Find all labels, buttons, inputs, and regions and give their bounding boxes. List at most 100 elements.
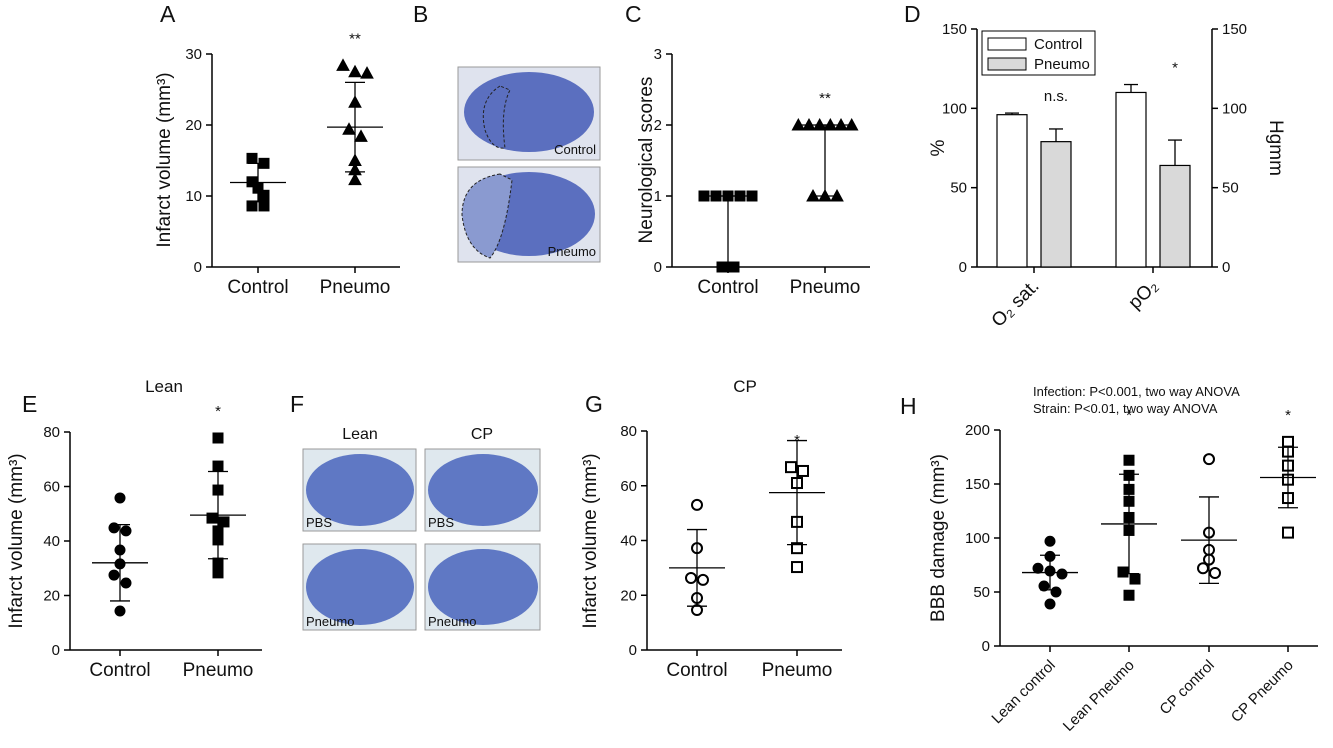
column-label: CP [471,426,493,443]
data-point [246,152,258,164]
y-tick-label: 80 [620,423,637,440]
legend-label: Pneumo [1034,56,1090,73]
data-point [1209,566,1221,579]
data-point [108,522,120,534]
y-tick-label: 40 [620,533,637,550]
legend-swatch [987,57,1027,71]
x-tick-label: Control [227,277,288,298]
data-point [797,464,809,477]
annotation: * [794,432,800,449]
data-point [246,200,258,212]
y-tick-label: 3 [654,46,662,63]
annotation: * [215,403,221,420]
panel-letter: A [160,1,176,27]
y-tick-label: 0 [52,642,60,659]
y-tick-label: 0 [959,259,967,276]
y-axis-label: Infarct volume (mm³) [580,453,601,628]
data-point [1123,454,1135,466]
panel-b: B Control Pneumo [413,1,601,263]
brain-slice [306,549,414,625]
annotation: * [1172,60,1178,77]
image-label: Control [554,142,596,157]
image-label: PBS [306,515,332,530]
y-axis-label: Neurological scores [636,77,657,244]
y-axis-label: % [928,139,949,156]
annotation: n.s. [1044,88,1068,105]
y2-tick-label: 150 [1222,21,1247,38]
data-point [108,569,120,581]
annotation: * [1285,407,1291,424]
column-label: Lean [342,426,378,443]
legend-label: Control [1034,36,1082,53]
legend-swatch [987,37,1027,51]
y-tick-label: 0 [654,259,662,276]
data-point [354,129,368,142]
data-point [114,605,126,617]
data-point [348,64,362,78]
y2-tick-label: 50 [1222,180,1239,197]
data-point [342,122,356,135]
y-tick-label: 0 [629,642,637,659]
brain-slice [428,454,538,526]
data-point [336,58,350,71]
y-tick-label: 30 [185,46,202,63]
y-tick-label: 50 [973,584,990,601]
panel-letter: E [22,391,37,417]
chart-title: CP [733,377,757,396]
y-axis-label: Infarct volume (mm³) [6,453,27,628]
data-point [1044,535,1056,547]
data-point [246,176,258,188]
bar [1040,141,1072,268]
y-tick-label: 60 [43,479,60,496]
data-point [258,189,270,201]
data-point [685,572,697,585]
data-point [1044,598,1056,610]
y-tick-label: 100 [965,530,990,547]
data-point [212,460,224,472]
y-axis-label: BBB damage (mm³) [928,454,949,622]
data-point [206,512,218,524]
y2-axis-label: Hgmm [1265,120,1286,176]
x-tick-label: Control [666,660,727,681]
note: Infection: P<0.001, two way ANOVA [1033,384,1240,399]
data-point [1117,566,1129,578]
infarct-outline [461,173,513,259]
data-point [258,200,270,212]
x-tick-label: Lean control [988,657,1058,727]
y-tick-label: 10 [185,188,202,205]
data-point [1038,580,1050,592]
y-tick-label: 100 [942,100,967,117]
y-tick-label: 40 [43,533,60,550]
y-tick-label: 1 [654,188,662,205]
y2-tick-label: 0 [1222,259,1230,276]
brain-slice [464,72,594,152]
data-point [120,577,132,589]
data-point [1203,453,1215,466]
x-tick-label: Control [89,660,150,681]
annotation: * [1126,407,1132,424]
x-tick-label: Pneumo [762,660,833,681]
data-point [691,498,703,511]
annotation: ** [819,90,831,107]
data-point [218,516,230,528]
data-point [697,573,709,586]
note: Strain: P<0.01, two way ANOVA [1033,401,1218,416]
y-tick-label: 60 [620,478,637,495]
panel-letter: H [900,393,917,419]
x-tick-label: Pneumo [320,277,391,298]
panel-letter: C [625,1,642,27]
data-point [1197,562,1209,575]
y-tick-label: 50 [950,180,967,197]
data-point [1282,526,1294,539]
y-tick-label: 0 [194,259,202,276]
y-tick-label: 150 [942,21,967,38]
bar [996,114,1028,268]
data-point [1050,586,1062,598]
data-point [114,492,126,504]
panel-letter: B [413,1,428,27]
data-point [1129,573,1141,585]
data-point [791,561,803,574]
y-tick-label: 2 [654,117,662,134]
panel-f: F Lean CP PBS PBS Pneumo Pneumo [290,391,541,631]
